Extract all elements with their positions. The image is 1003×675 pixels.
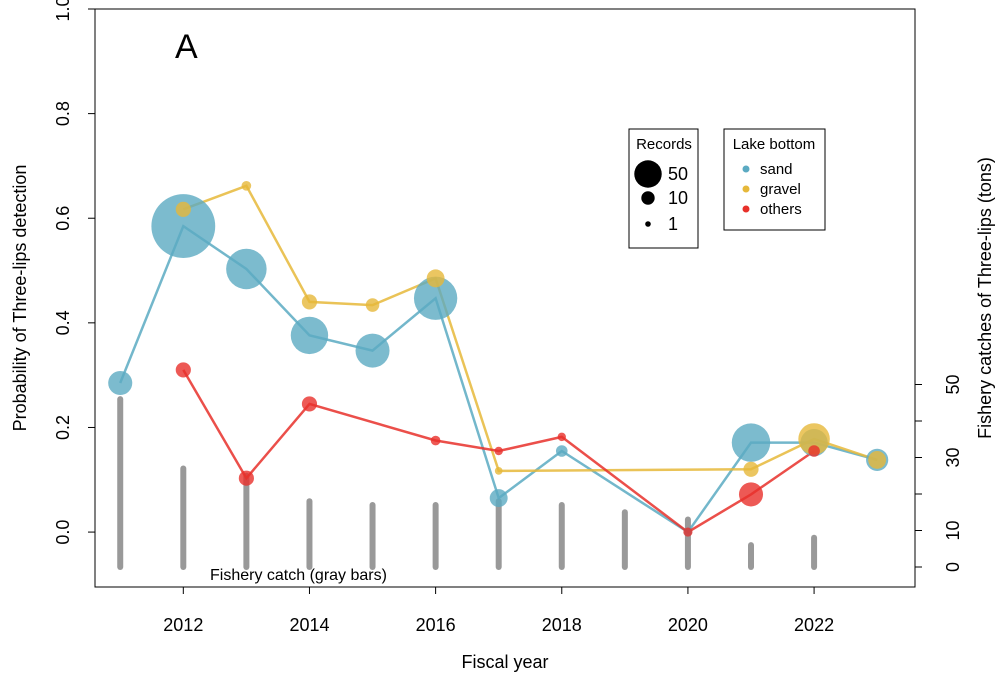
records-legend-marker xyxy=(645,221,651,227)
x-axis-label: Fiscal year xyxy=(461,652,548,672)
records-legend-title: Records xyxy=(636,136,692,153)
data-point-sand xyxy=(489,489,508,508)
data-point-gravel xyxy=(241,180,252,191)
secondary-y-axis: 0 10 30 50 xyxy=(914,366,963,572)
lake-bottom-legend-items: sand gravel others xyxy=(742,161,802,218)
x-tick-label: 2018 xyxy=(542,615,582,635)
lake-bottom-legend: Lake bottom sand gravel others xyxy=(723,128,826,231)
secondary-y-tick-label: 30 xyxy=(943,447,963,467)
y-tick-label: 1.0 xyxy=(53,0,73,22)
lake-bottom-legend-label: others xyxy=(760,201,802,218)
x-tick-label: 2022 xyxy=(794,615,834,635)
data-point-gravel xyxy=(426,269,445,288)
records-legend-items: 50 10 1 xyxy=(634,160,688,234)
data-point-gravel xyxy=(365,298,380,312)
data-point-others xyxy=(430,435,441,446)
secondary-y-tick-label: 0 xyxy=(943,562,963,572)
data-point-others xyxy=(238,470,254,486)
x-tick-label: 2012 xyxy=(163,615,203,635)
data-point-sand xyxy=(226,248,267,290)
records-legend-label: 10 xyxy=(668,188,688,208)
data-point-sand xyxy=(151,194,216,258)
lake-bottom-legend-marker xyxy=(742,205,750,213)
data-point-others xyxy=(808,445,820,457)
lake-bottom-legend-marker xyxy=(742,165,750,173)
records-legend: Records 50 10 1 xyxy=(628,128,699,249)
data-point-gravel xyxy=(868,450,887,469)
y-tick-label: 0.0 xyxy=(53,520,73,545)
secondary-y-tick-label: 10 xyxy=(943,520,963,540)
x-tick-label: 2020 xyxy=(668,615,708,635)
data-point-gravel xyxy=(798,423,830,455)
secondary-y-tick-label: 50 xyxy=(943,374,963,394)
lake-bottom-legend-marker xyxy=(742,185,750,193)
data-point-sand xyxy=(555,445,568,457)
x-axis: 2012 2014 2016 2018 2020 2022 xyxy=(163,586,834,635)
data-point-others xyxy=(683,527,693,537)
secondary-y-axis-label: Fishery catches of Three-lips (tons) xyxy=(975,157,995,439)
x-tick-label: 2014 xyxy=(289,615,329,635)
data-point-gravel xyxy=(301,294,318,310)
y-axis-label: Probability of Three-lips detection xyxy=(10,165,30,432)
data-point-sand xyxy=(290,316,329,355)
lake-bottom-legend-label: sand xyxy=(760,161,793,178)
lake-bottom-legend-label: gravel xyxy=(760,181,801,198)
records-legend-marker xyxy=(641,191,655,205)
data-point-gravel xyxy=(494,467,503,475)
data-point-sand xyxy=(108,370,133,396)
y-axis: 0.0 0.2 0.4 0.6 0.8 1.0 xyxy=(53,0,96,545)
records-legend-label: 1 xyxy=(668,214,678,234)
records-legend-box xyxy=(628,128,699,249)
lake-bottom-legend-title: Lake bottom xyxy=(733,136,816,153)
y-tick-label: 0.2 xyxy=(53,415,73,440)
data-point-sand xyxy=(413,276,458,320)
lake-bottom-legend-box xyxy=(723,128,826,231)
data-point-gravel xyxy=(743,461,759,477)
y-tick-label: 0.8 xyxy=(53,101,73,126)
x-tick-label: 2016 xyxy=(416,615,456,635)
data-point-gravel xyxy=(175,201,191,217)
fishery-catch-bars xyxy=(117,396,818,570)
data-point-others xyxy=(175,362,191,378)
data-point-sand xyxy=(355,333,390,368)
series-lines xyxy=(119,184,878,534)
bar-annotation: Fishery catch (gray bars) xyxy=(210,567,387,584)
records-legend-marker xyxy=(634,160,662,188)
records-legend-label: 50 xyxy=(668,164,688,184)
panel-label: A xyxy=(175,28,198,66)
data-point-others xyxy=(557,432,566,442)
data-point-others xyxy=(494,446,503,456)
data-point-others xyxy=(738,482,764,507)
data-point-sand xyxy=(731,423,771,462)
y-tick-label: 0.4 xyxy=(53,310,73,335)
data-point-others xyxy=(301,396,318,412)
y-tick-label: 0.6 xyxy=(53,206,73,231)
series-points xyxy=(108,180,889,537)
